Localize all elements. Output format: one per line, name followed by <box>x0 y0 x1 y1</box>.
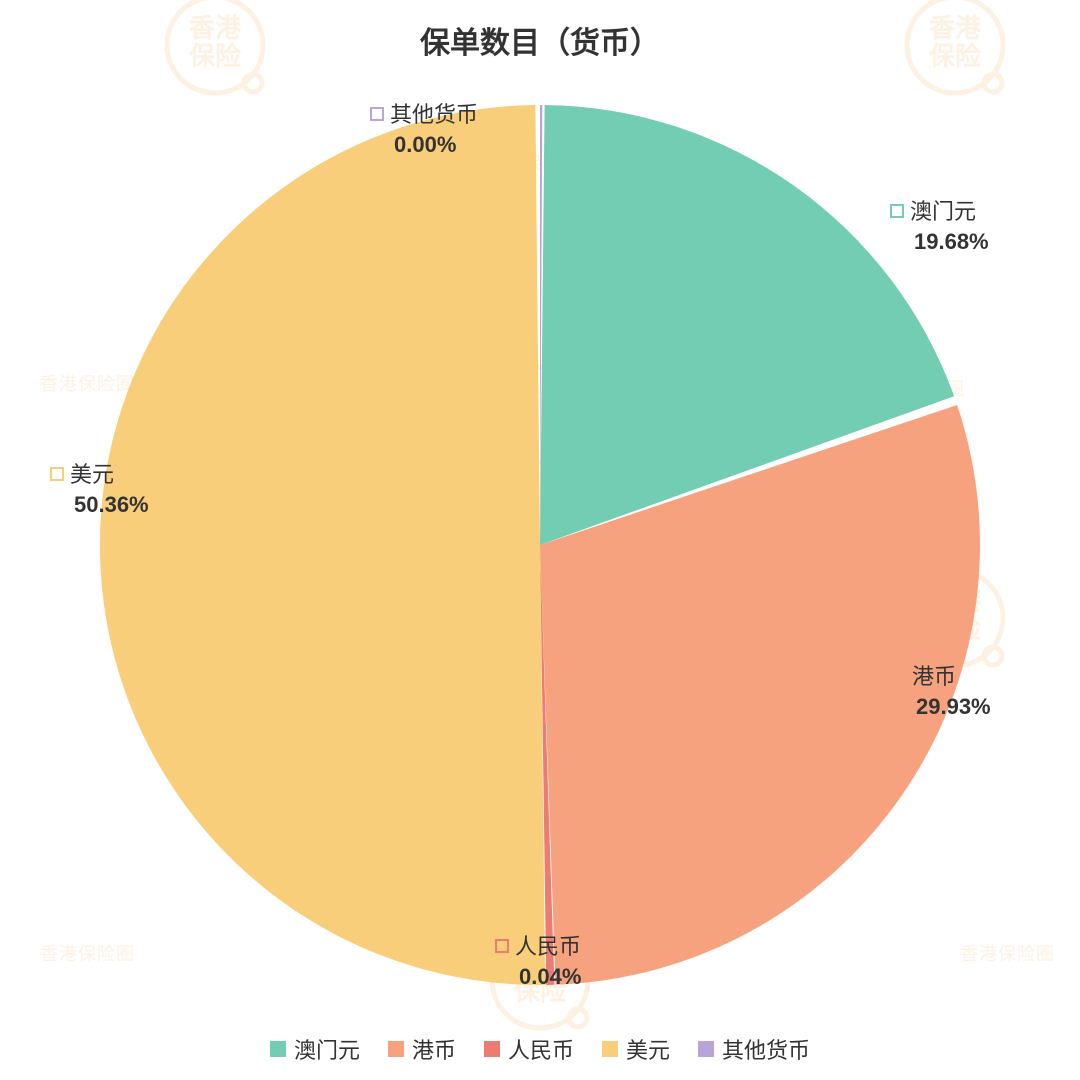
slice-label-mop: 澳门元 19.68% <box>890 197 989 256</box>
legend-label-mop: 澳门元 <box>294 1033 360 1065</box>
slice-label-pct-hkd: 29.93% <box>916 692 991 722</box>
slice-label-pct-usd: 50.36% <box>74 490 149 520</box>
slice-label-pct-mop: 19.68% <box>914 227 989 257</box>
pie-slice-usd <box>100 105 545 985</box>
slice-label-pct-other: 0.00% <box>394 130 478 160</box>
slice-label-text-usd: 美元 <box>70 462 114 487</box>
legend-item-hkd: 港币 <box>388 1033 456 1065</box>
slice-label-usd: 美元 50.36% <box>50 460 149 519</box>
slice-marker-usd-icon <box>50 467 64 481</box>
legend-swatch-usd-icon <box>602 1041 618 1057</box>
legend: 澳门元 港币 人民币 美元 其他货币 <box>0 1033 1080 1065</box>
slice-marker-other-icon <box>370 107 384 121</box>
slice-label-pct-cny: 0.04% <box>519 962 581 992</box>
legend-swatch-cny-icon <box>484 1041 500 1057</box>
slice-label-hkd: 港币 29.93% <box>892 662 991 721</box>
slice-marker-cny-icon <box>495 939 509 953</box>
legend-label-hkd: 港币 <box>412 1033 456 1065</box>
slice-label-text-other: 其他货币 <box>390 102 478 127</box>
legend-swatch-other-icon <box>698 1041 714 1057</box>
legend-swatch-mop-icon <box>270 1041 286 1057</box>
slice-label-other: 其他货币 0.00% <box>370 100 478 159</box>
slice-marker-hkd-icon <box>892 669 906 683</box>
legend-item-usd: 美元 <box>602 1033 670 1065</box>
slice-marker-mop-icon <box>890 204 904 218</box>
legend-item-mop: 澳门元 <box>270 1033 360 1065</box>
slice-label-text-hkd: 港币 <box>912 664 956 689</box>
legend-label-usd: 美元 <box>626 1033 670 1065</box>
legend-item-cny: 人民币 <box>484 1033 574 1065</box>
pie-chart-container: 香港保险香港保险香港保险香港保险香港保险香港保险香港保险圈香港保险圈香港保险圈香… <box>0 0 1080 1080</box>
slice-label-text-mop: 澳门元 <box>910 199 976 224</box>
legend-label-cny: 人民币 <box>508 1033 574 1065</box>
slice-label-text-cny: 人民币 <box>515 934 581 959</box>
legend-label-other: 其他货币 <box>722 1033 810 1065</box>
legend-swatch-hkd-icon <box>388 1041 404 1057</box>
legend-item-other: 其他货币 <box>698 1033 810 1065</box>
pie-chart-svg <box>0 0 1080 1080</box>
slice-label-cny: 人民币 0.04% <box>495 932 581 991</box>
